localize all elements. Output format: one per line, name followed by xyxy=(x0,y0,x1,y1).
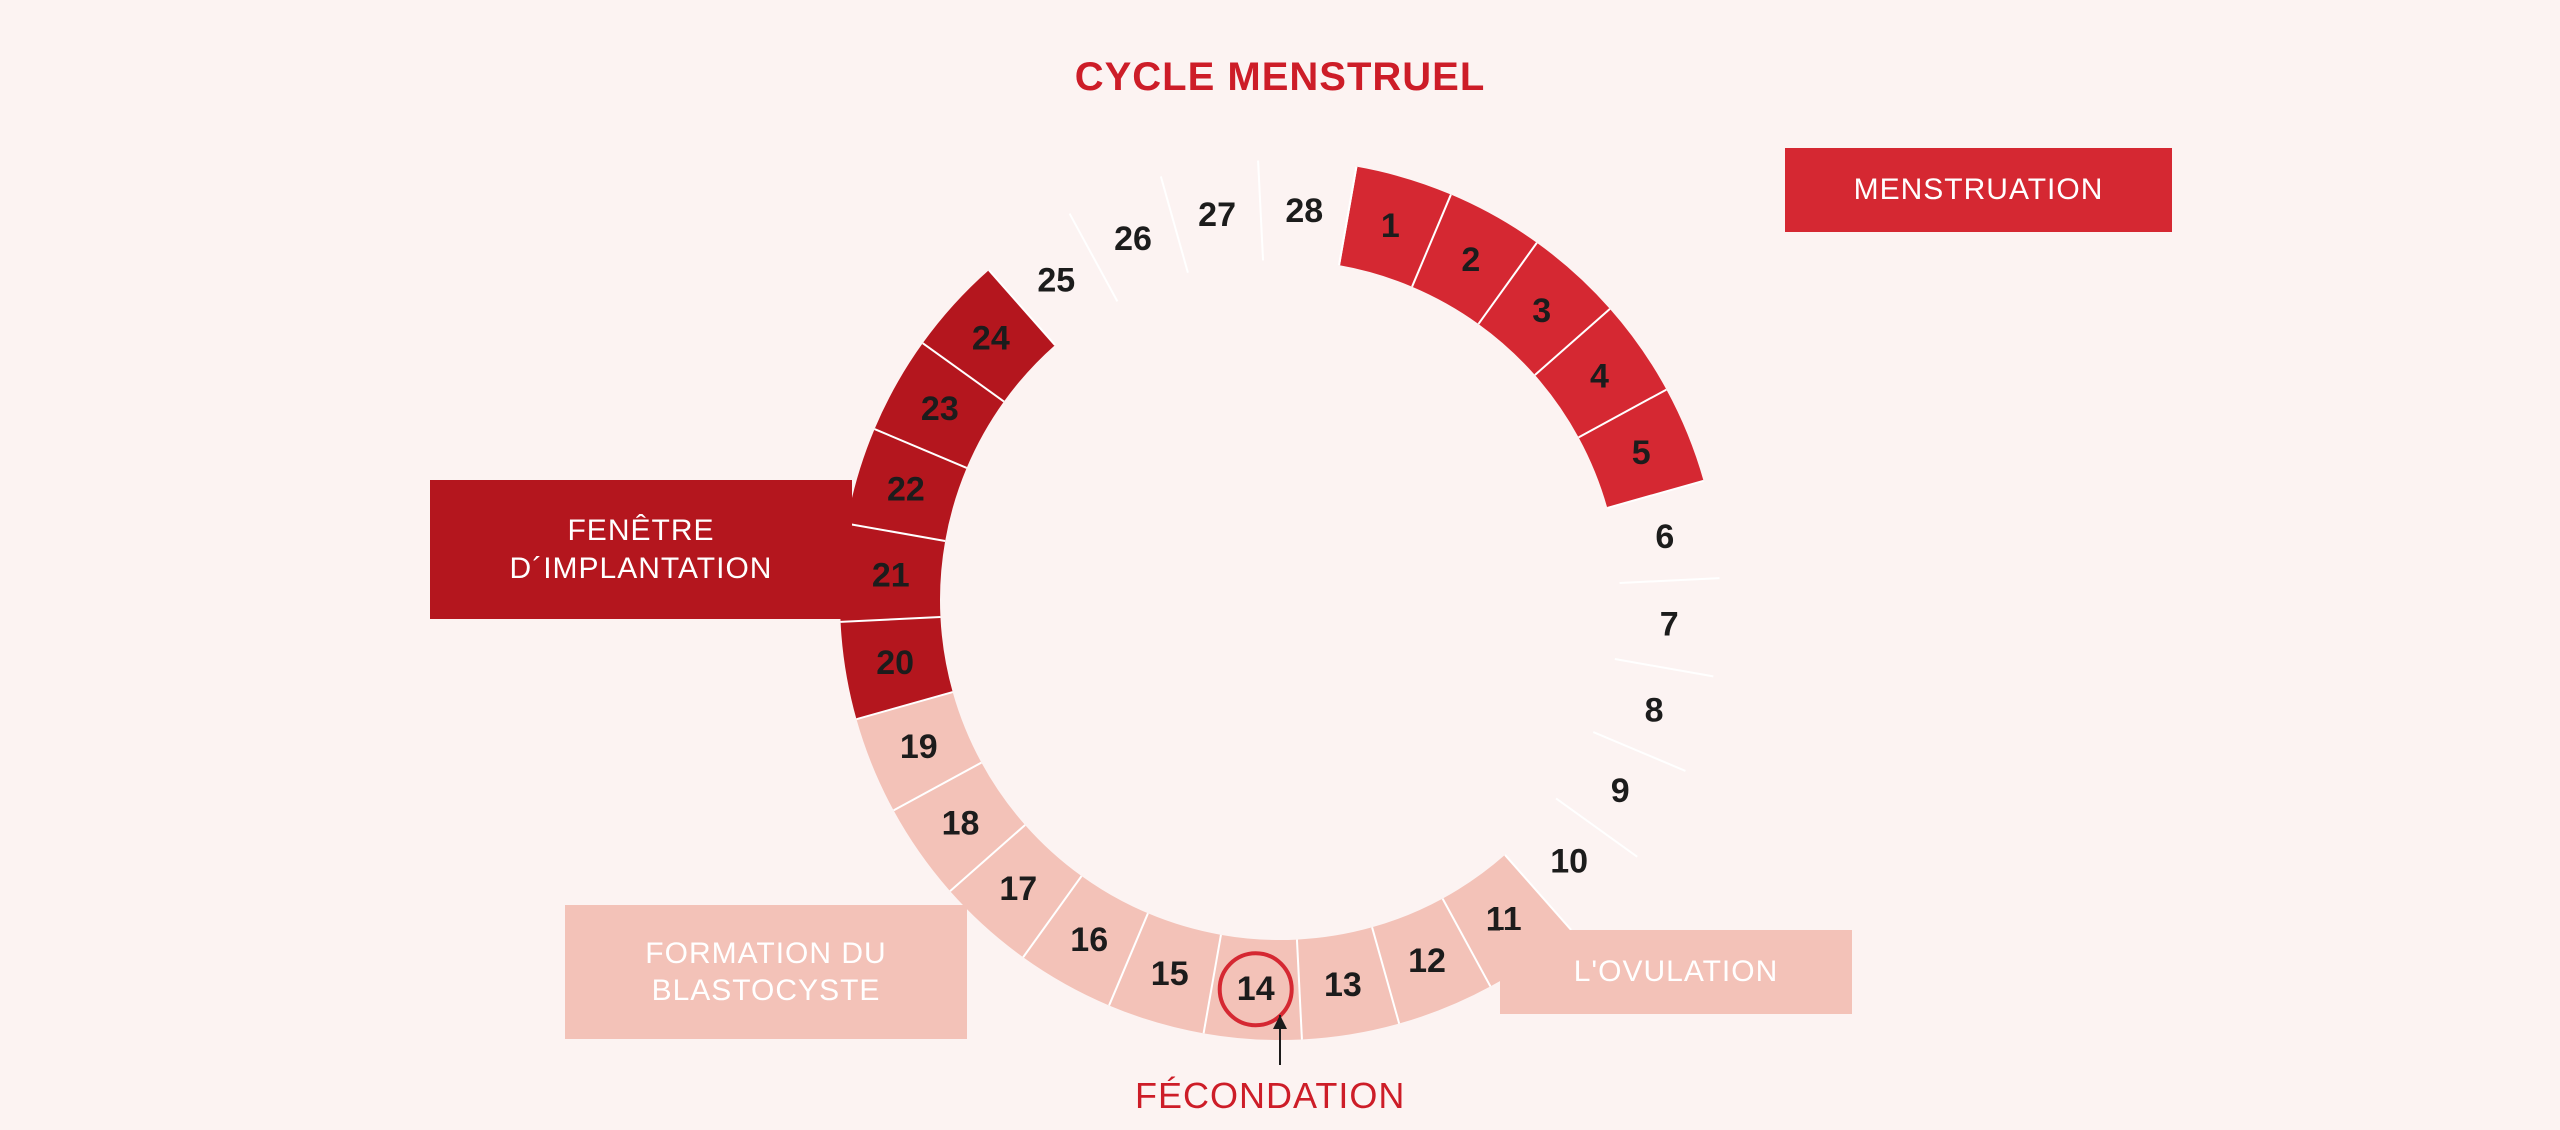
day-number-4: 4 xyxy=(1590,357,1609,395)
day-number-9: 9 xyxy=(1611,772,1630,810)
day-number-7: 7 xyxy=(1660,605,1679,643)
label-implantation-text: FENÊTRE D´IMPLANTATION xyxy=(510,512,773,587)
day-number-19: 19 xyxy=(900,728,938,766)
day-number-18: 18 xyxy=(942,805,980,843)
day-number-16: 16 xyxy=(1070,921,1108,959)
day-number-13: 13 xyxy=(1324,966,1362,1004)
day-number-23: 23 xyxy=(921,390,959,428)
day-number-24: 24 xyxy=(972,319,1010,357)
day-number-10: 10 xyxy=(1550,843,1588,881)
cycle-diagram: 1234567891011121314151617181920212223242… xyxy=(0,0,2560,1130)
day-number-15: 15 xyxy=(1151,955,1189,993)
day-number-28: 28 xyxy=(1285,192,1323,230)
label-ovulation-text: L'OVULATION xyxy=(1574,953,1779,991)
day-number-8: 8 xyxy=(1645,691,1664,729)
label-menstruation-text: MENSTRUATION xyxy=(1854,171,2104,209)
label-implantation: FENÊTRE D´IMPLANTATION xyxy=(430,480,852,619)
day-number-12: 12 xyxy=(1408,942,1446,980)
day-number-1: 1 xyxy=(1381,207,1400,245)
day-number-21: 21 xyxy=(872,557,910,595)
label-menstruation: MENSTRUATION xyxy=(1785,148,2172,232)
day-number-5: 5 xyxy=(1632,434,1651,472)
day-number-17: 17 xyxy=(999,870,1037,908)
day-number-27: 27 xyxy=(1198,196,1236,234)
label-blastocyste-text: FORMATION DU BLASTOCYSTE xyxy=(645,935,886,1010)
day-number-25: 25 xyxy=(1037,262,1075,300)
label-ovulation: L'OVULATION xyxy=(1500,930,1852,1014)
day-number-20: 20 xyxy=(876,644,914,682)
day-number-26: 26 xyxy=(1114,220,1152,258)
label-fecondation: FÉCONDATION xyxy=(1135,1075,1405,1117)
label-blastocyste: FORMATION DU BLASTOCYSTE xyxy=(565,905,967,1039)
day-number-2: 2 xyxy=(1461,241,1480,279)
day-number-22: 22 xyxy=(887,471,925,509)
day-number-14: 14 xyxy=(1237,970,1275,1008)
day-number-3: 3 xyxy=(1532,292,1551,330)
day-number-6: 6 xyxy=(1655,518,1674,556)
